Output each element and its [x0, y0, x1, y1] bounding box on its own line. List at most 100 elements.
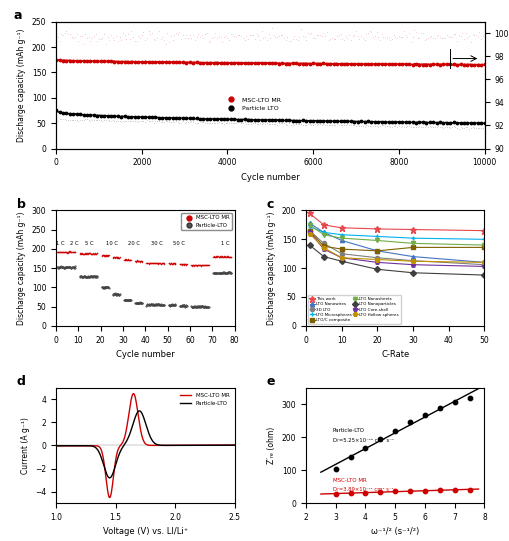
- Point: [82, 115, 91, 123]
- Point: [425, 122, 433, 130]
- Point: [416, 122, 425, 131]
- Point: [346, 117, 354, 126]
- Point: [62, 248, 70, 256]
- Point: [126, 255, 134, 264]
- Point: [56, 263, 64, 272]
- Point: [117, 36, 125, 44]
- Point: [217, 269, 225, 278]
- Point: [447, 123, 455, 131]
- Point: [271, 32, 279, 41]
- Point: [274, 60, 282, 68]
- Point: [300, 121, 308, 129]
- Point: [408, 122, 416, 131]
- Point: [212, 252, 220, 261]
- Point: [86, 248, 94, 257]
- Point: [308, 59, 317, 68]
- Point: [456, 32, 464, 41]
- Point: [109, 291, 117, 299]
- Point: [272, 121, 280, 129]
- Point: [326, 116, 334, 125]
- Point: [374, 32, 382, 41]
- Point: [71, 116, 79, 124]
- Point: [428, 34, 436, 43]
- Point: [127, 256, 135, 265]
- Point: [423, 122, 431, 131]
- Point: [54, 262, 62, 271]
- Point: [376, 487, 384, 496]
- Point: [459, 123, 467, 132]
- Point: [192, 261, 200, 269]
- Point: [109, 254, 117, 262]
- Point: [261, 115, 269, 124]
- Point: [376, 434, 384, 443]
- Point: [83, 272, 92, 281]
- Y-axis label: Discharge capacity (mAh g⁻¹): Discharge capacity (mAh g⁻¹): [267, 212, 276, 325]
- Point: [127, 295, 135, 304]
- Point: [65, 263, 73, 272]
- Point: [177, 302, 185, 311]
- Point: [57, 262, 65, 271]
- Point: [158, 32, 166, 41]
- Point: [178, 302, 186, 311]
- Point: [390, 487, 399, 496]
- Point: [442, 60, 450, 69]
- Point: [420, 486, 428, 495]
- Point: [215, 269, 223, 278]
- Point: [191, 302, 200, 311]
- Point: [195, 302, 204, 311]
- Point: [166, 118, 175, 127]
- Point: [55, 263, 63, 272]
- Point: [129, 117, 137, 126]
- Point: [55, 247, 63, 256]
- X-axis label: ω⁻¹/² (s⁻¹/²): ω⁻¹/² (s⁻¹/²): [371, 527, 418, 537]
- Point: [156, 301, 164, 309]
- Point: [414, 122, 422, 130]
- Point: [84, 116, 93, 125]
- Point: [411, 118, 419, 127]
- Point: [243, 115, 251, 124]
- Point: [161, 114, 169, 122]
- Point: [108, 34, 117, 42]
- Point: [182, 302, 190, 311]
- Point: [370, 121, 378, 130]
- Point: [203, 261, 211, 269]
- Point: [70, 248, 78, 256]
- Point: [319, 116, 327, 125]
- Point: [147, 259, 155, 267]
- Point: [269, 120, 277, 129]
- Point: [308, 116, 317, 125]
- Point: [180, 118, 188, 127]
- Point: [408, 118, 416, 127]
- Point: [100, 57, 108, 65]
- Point: [224, 36, 233, 45]
- Point: [72, 110, 80, 118]
- LTO Hollow spheres: [409, 258, 415, 265]
- Point: [445, 60, 454, 69]
- Point: [137, 299, 146, 307]
- Point: [158, 114, 166, 122]
- Point: [190, 302, 198, 311]
- Point: [217, 252, 225, 261]
- Point: [211, 268, 219, 277]
- Point: [398, 122, 406, 130]
- Point: [213, 115, 221, 123]
- Point: [91, 272, 99, 281]
- Point: [185, 30, 193, 39]
- Point: [425, 61, 433, 69]
- X-axis label: Voltage (V) vs. LI/Li⁺: Voltage (V) vs. LI/Li⁺: [102, 527, 188, 537]
- Point: [291, 119, 299, 128]
- Point: [462, 60, 470, 69]
- Particle-LTO: [231, 442, 237, 448]
- Point: [179, 301, 187, 309]
- Point: [103, 251, 111, 260]
- Point: [314, 120, 322, 129]
- Point: [452, 123, 460, 132]
- Point: [146, 117, 154, 126]
- Point: [187, 34, 195, 43]
- Point: [394, 60, 402, 68]
- This work: [480, 227, 487, 234]
- Point: [474, 123, 483, 132]
- Point: [392, 34, 401, 42]
- Point: [61, 263, 69, 272]
- Point: [182, 58, 190, 67]
